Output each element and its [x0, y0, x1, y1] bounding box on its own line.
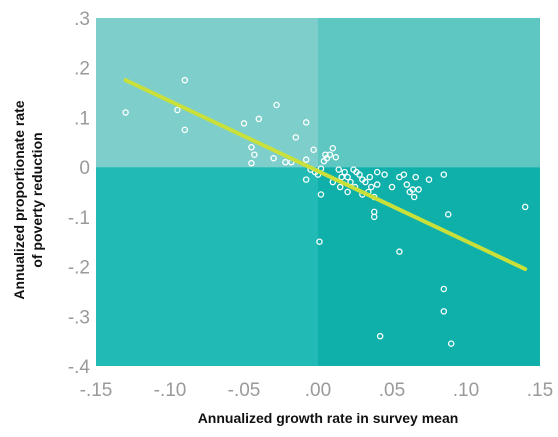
data-point — [240, 120, 248, 127]
data-point — [370, 213, 378, 221]
data-point — [409, 186, 416, 193]
y-axis-ticks: .3 .2 .1 0 -.1 -.2 -.3 -.4 — [68, 9, 91, 378]
y-tick-label: -.4 — [68, 357, 91, 378]
data-point — [368, 183, 375, 191]
data-point — [329, 145, 337, 152]
data-point — [326, 151, 334, 158]
data-point — [335, 166, 342, 173]
data-point — [362, 178, 369, 186]
data-point — [521, 203, 529, 211]
x-axis-label: Annualized growth rate in survey mean — [198, 410, 459, 426]
data-point — [302, 119, 310, 126]
y-tick-label: -.3 — [68, 307, 90, 328]
x-axis-ticks: -.15 -.10 -.05 .00 .05 .10 .15 — [80, 380, 554, 401]
data-point — [248, 159, 255, 167]
data-point — [440, 285, 448, 293]
data-point — [403, 181, 411, 188]
data-point — [356, 171, 363, 178]
data-point — [396, 248, 403, 255]
data-point — [344, 173, 351, 181]
data-point — [251, 151, 258, 158]
data-point — [338, 173, 345, 181]
data-point — [316, 238, 323, 245]
data-point — [388, 183, 396, 191]
y-tick-label: .3 — [74, 9, 90, 30]
y-axis-label-line-1: Annualized proportionate rate — [11, 100, 27, 299]
data-point — [415, 186, 422, 193]
quadrant-top-right — [318, 18, 540, 168]
data-point — [332, 153, 340, 161]
data-point — [376, 332, 384, 340]
y-tick-label: -.2 — [68, 258, 90, 279]
data-point — [336, 183, 344, 191]
quadrant-bottom-right — [318, 167, 540, 366]
data-point — [122, 109, 129, 116]
data-point — [273, 101, 280, 109]
data-point — [310, 146, 317, 153]
x-tick-label: .05 — [379, 380, 405, 401]
x-tick-label: -.15 — [80, 380, 113, 401]
data-point — [440, 308, 448, 315]
data-point — [440, 171, 448, 178]
data-point — [282, 158, 289, 166]
data-point — [181, 126, 189, 134]
data-point — [255, 115, 263, 123]
data-point — [444, 211, 452, 218]
x-tick-label: -.10 — [154, 380, 187, 401]
y-tick-label: -.1 — [68, 208, 90, 229]
data-point — [322, 151, 329, 158]
data-point — [174, 106, 181, 114]
data-point — [181, 76, 189, 84]
data-point — [425, 176, 433, 183]
data-point — [292, 134, 300, 141]
data-point — [317, 191, 325, 198]
y-axis-label-line-2: of poverty reduction — [29, 132, 45, 267]
x-tick-label: .00 — [305, 380, 331, 401]
quadrant-top-left — [96, 18, 318, 168]
quadrant-backgrounds — [96, 18, 540, 366]
data-point — [400, 171, 408, 178]
data-point — [373, 168, 381, 176]
data-point — [302, 176, 310, 183]
data-point — [366, 173, 374, 181]
data-point — [341, 168, 348, 176]
y-tick-label: .1 — [74, 108, 90, 129]
x-tick-label: -.05 — [228, 380, 261, 401]
data-point — [248, 144, 255, 151]
data-point — [381, 171, 388, 178]
data-point — [412, 173, 419, 181]
y-tick-label: .2 — [74, 59, 90, 80]
x-tick-label: .15 — [527, 380, 553, 401]
y-tick-label: 0 — [79, 158, 90, 179]
data-point — [302, 156, 310, 163]
data-point — [447, 340, 455, 347]
fit-line — [123, 78, 528, 272]
x-tick-label: .10 — [453, 380, 479, 401]
data-point — [410, 193, 418, 201]
data-point — [373, 181, 381, 188]
quadrant-bottom-left — [96, 167, 318, 366]
data-point — [344, 188, 351, 196]
data-point — [270, 154, 277, 162]
